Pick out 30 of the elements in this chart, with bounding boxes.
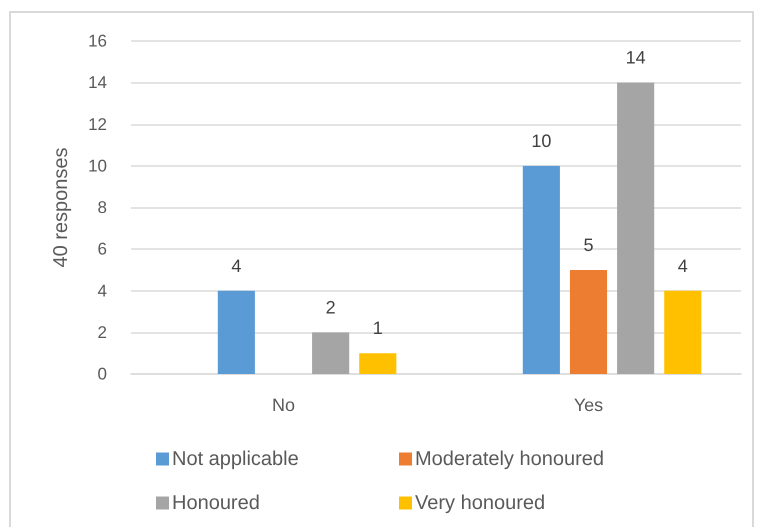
bar — [359, 353, 396, 374]
bar — [522, 166, 560, 374]
y-tick-label: 16 — [88, 32, 107, 50]
data-label: 14 — [626, 48, 646, 68]
x-tick-label: No — [272, 395, 296, 415]
legend-label: Not applicable — [172, 448, 299, 470]
data-label: 2 — [326, 297, 336, 318]
y-tick-label: 10 — [88, 156, 107, 176]
data-label: 10 — [531, 130, 552, 151]
data-label: 1 — [372, 318, 383, 338]
y-tick-label: 12 — [88, 114, 107, 134]
data-label: 4 — [678, 256, 688, 276]
legend-label: Moderately honoured — [415, 448, 604, 470]
y-tick-label: 4 — [98, 281, 107, 300]
bar — [312, 332, 350, 374]
data-label: 5 — [583, 234, 594, 255]
y-tick-label: 14 — [88, 73, 107, 92]
y-tick-label: 8 — [98, 198, 107, 217]
y-axis-title: 40 responses — [50, 147, 72, 268]
y-tick-label: 0 — [98, 364, 107, 384]
legend-label: Very honoured — [415, 492, 546, 514]
bar — [664, 290, 702, 374]
x-tick-label: Yes — [574, 395, 604, 415]
legend-label: Honoured — [172, 492, 260, 514]
bar — [218, 290, 255, 374]
y-tick-label: 6 — [98, 240, 107, 259]
bar — [570, 270, 608, 374]
bar — [617, 82, 654, 374]
data-label: 4 — [231, 256, 242, 276]
y-tick-label: 2 — [98, 322, 107, 342]
